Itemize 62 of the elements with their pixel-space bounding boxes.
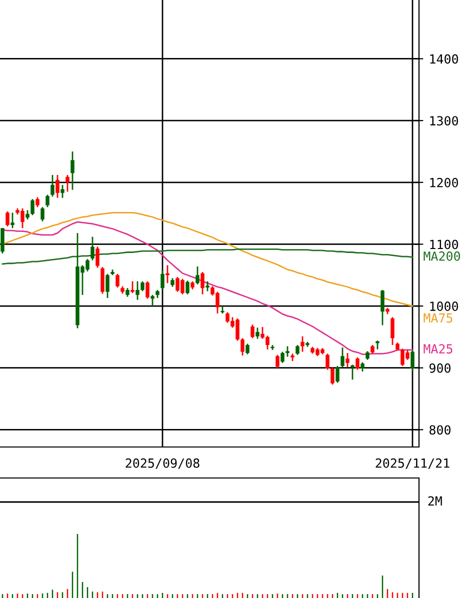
candlestick [150,294,154,307]
x-tick-label: 2025/11/21 [376,458,450,469]
y-tick-label: 900 [430,363,450,373]
candlestick [30,198,34,216]
candlestick [196,266,200,286]
candlestick [336,365,340,384]
candlestick [326,352,330,370]
candlestick [116,273,120,288]
candlestick [286,346,290,358]
candlestick [410,350,414,372]
candlestick [186,280,190,295]
candlestick [70,150,74,190]
candlestick [200,271,204,295]
candlestick [100,266,104,294]
y-tick-label: 1000 [430,302,458,311]
y-tick-label: 800 [430,425,450,435]
candlestick [206,280,210,292]
candlestick [96,246,100,268]
candlestick [340,346,344,368]
candlestick [130,280,134,294]
candlestick [36,196,40,208]
y-tick-label: 1300 [430,116,458,126]
y-tick-label: 1100 [430,240,458,250]
candlestick [6,210,10,227]
candlestick [0,227,4,254]
candlestick [300,336,304,352]
y-tick-label: 1200 [430,178,458,188]
candlestick [356,356,360,370]
candlestick [250,324,254,339]
line-series [2,248,414,265]
series-label: MA200 [424,251,460,261]
candlestick [66,174,70,192]
candlestick [146,280,150,300]
candlestick [246,343,250,355]
candlestick [256,326,260,340]
candlestick [136,280,140,301]
candlestick [280,351,284,364]
candlestick [296,344,300,356]
candlestick [346,352,350,368]
candlestick [40,206,44,222]
series-label: MA75 [424,313,452,323]
y-tick-label: 1400 [430,54,458,64]
candlestick [360,362,364,372]
candlestick [50,174,54,198]
candlestick [330,366,334,386]
candlestick [90,236,94,261]
candlestick [46,194,50,208]
candlestick [390,316,394,346]
ref-line-label: 2M [428,496,442,506]
line-series [2,221,414,355]
series-label: MA25 [424,344,452,354]
x-tick-label: 2025/09/08 [126,458,200,469]
candlestick [276,354,280,369]
candlestick [60,184,64,199]
candlestick [26,210,30,220]
candlestick [56,174,60,199]
candlestick [380,289,384,326]
candlestick [240,337,244,356]
candlestick [106,273,110,299]
candlestick [10,212,14,229]
candlestick [140,280,144,292]
candlestick [160,269,164,290]
